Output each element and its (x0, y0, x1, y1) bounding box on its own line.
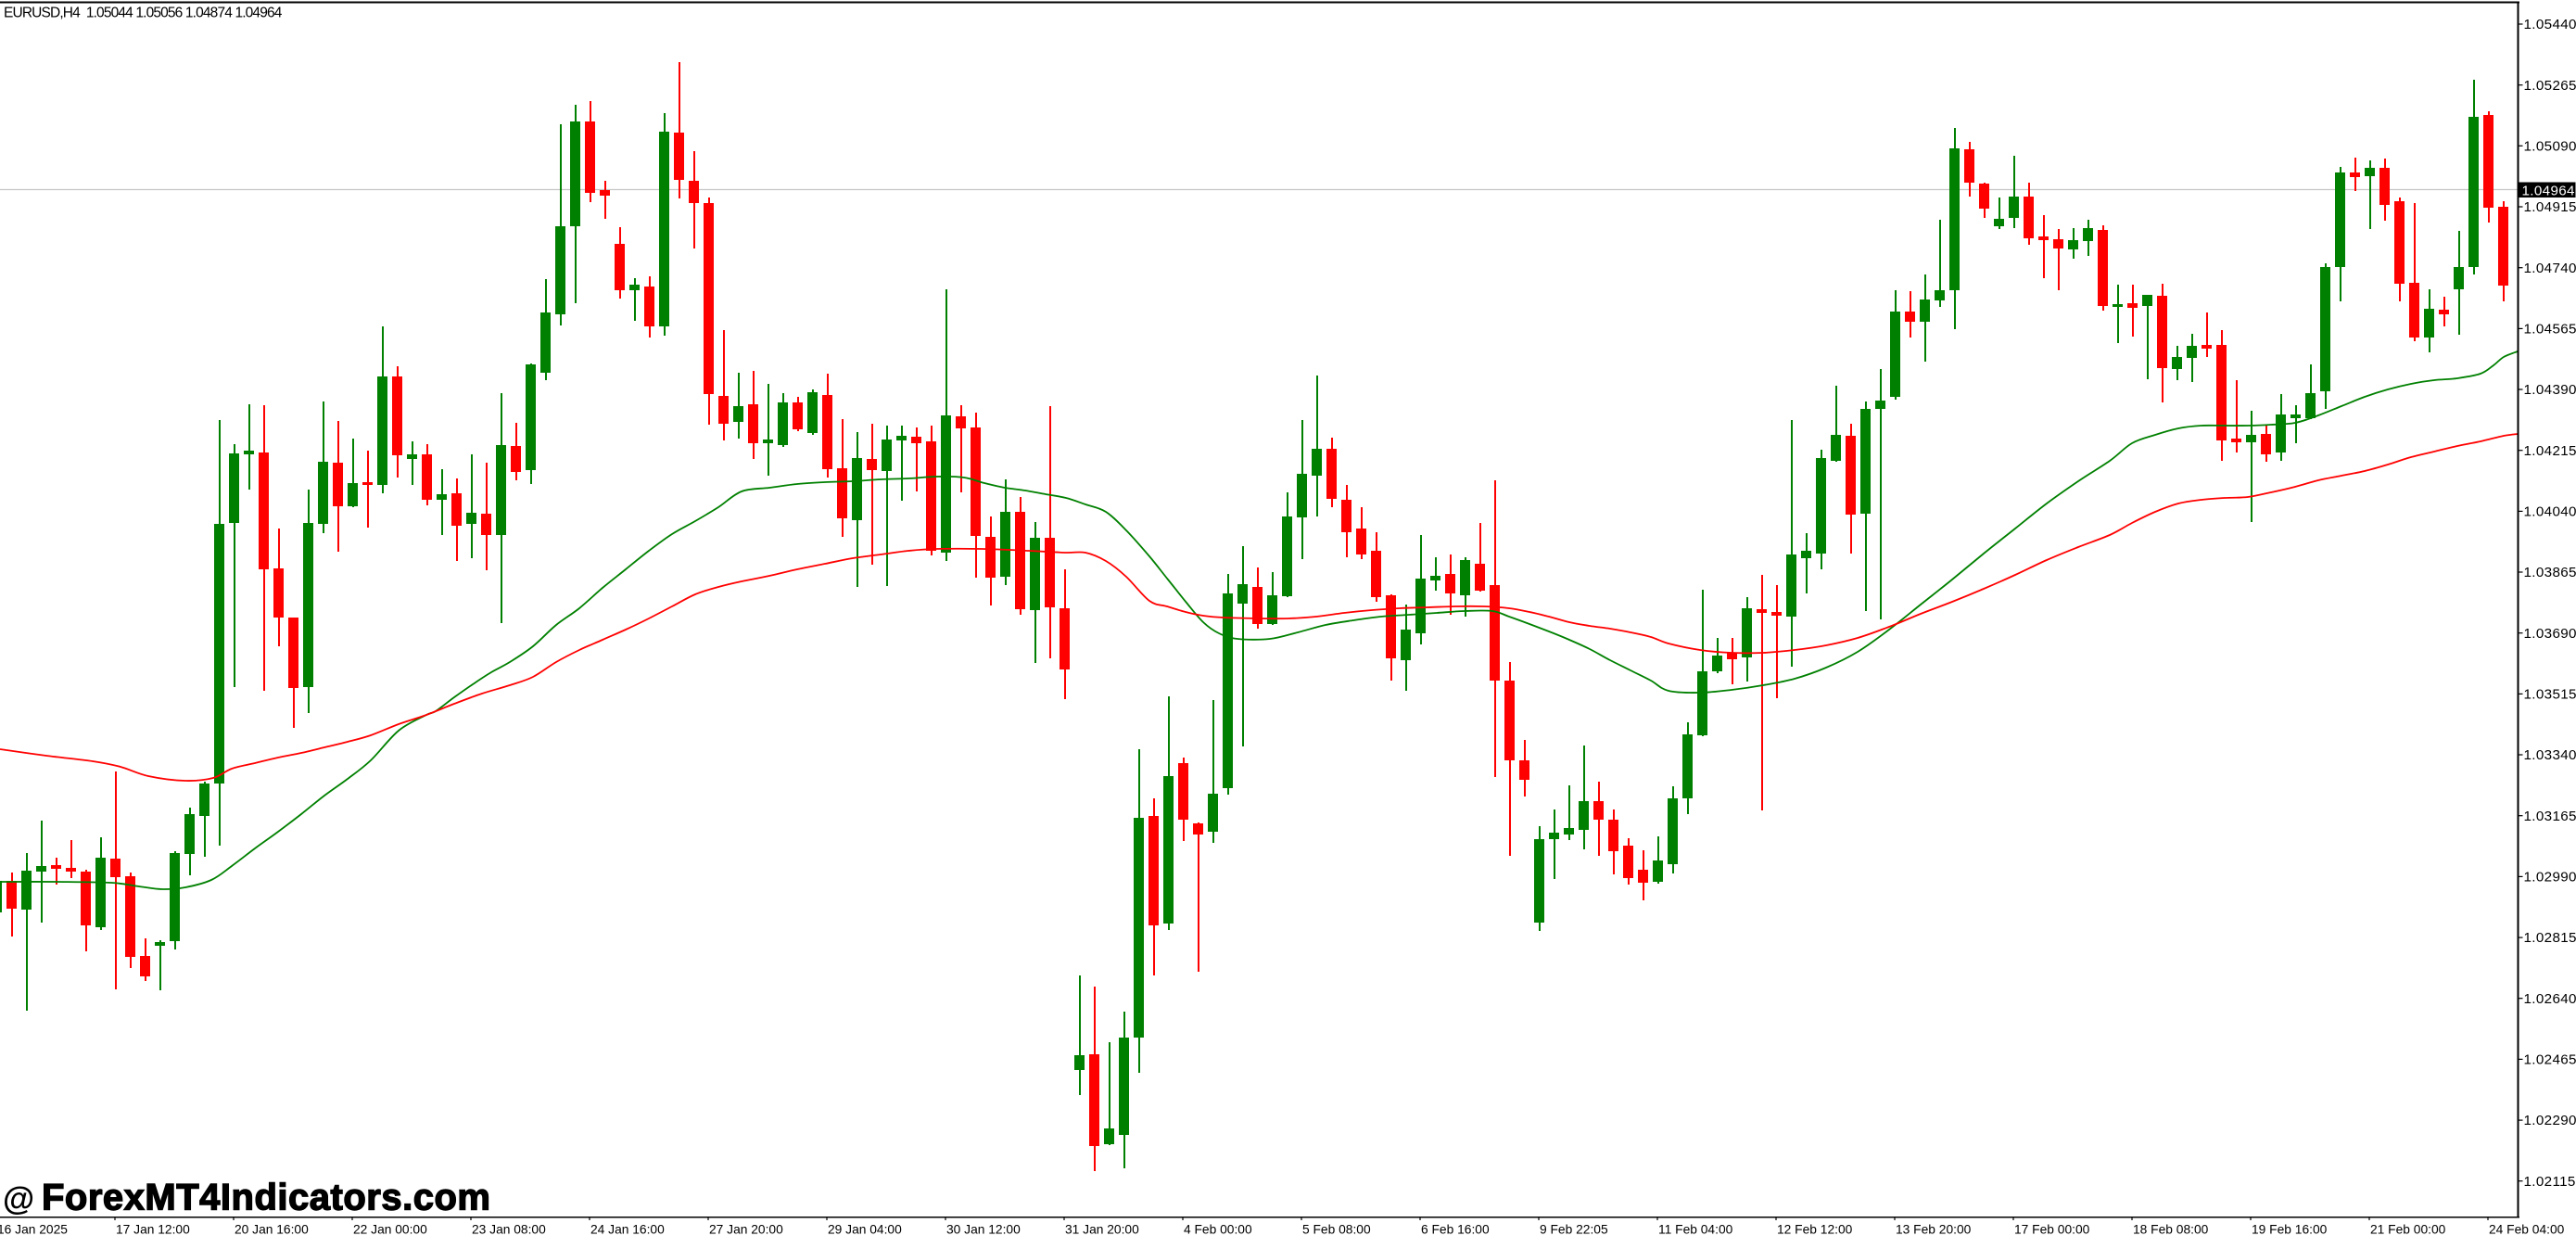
svg-text:1.03165: 1.03165 (2524, 809, 2576, 824)
svg-text:1.02990: 1.02990 (2524, 870, 2576, 886)
svg-text:23 Jan 08:00: 23 Jan 08:00 (472, 1223, 546, 1236)
svg-text:30 Jan 12:00: 30 Jan 12:00 (946, 1223, 1021, 1236)
svg-text:1.03340: 1.03340 (2524, 747, 2576, 763)
svg-text:1.05440: 1.05440 (2524, 17, 2576, 32)
svg-text:16 Jan 2025: 16 Jan 2025 (0, 1223, 68, 1236)
svg-text:4 Feb 00:00: 4 Feb 00:00 (1184, 1223, 1252, 1236)
svg-text:17 Feb 00:00: 17 Feb 00:00 (2014, 1223, 2090, 1236)
svg-text:1.04964: 1.04964 (2522, 183, 2575, 198)
svg-text:12 Feb 12:00: 12 Feb 12:00 (1777, 1223, 1853, 1236)
svg-text:1.03515: 1.03515 (2524, 687, 2576, 703)
svg-text:24 Jan 16:00: 24 Jan 16:00 (590, 1223, 665, 1236)
svg-text:ForexMT4Indicators.com: ForexMT4Indicators.com (42, 1178, 490, 1218)
svg-text:1.03865: 1.03865 (2524, 565, 2576, 580)
svg-text:@: @ (3, 1181, 34, 1217)
svg-text:1.04215: 1.04215 (2524, 443, 2576, 459)
svg-text:1.04915: 1.04915 (2524, 199, 2576, 215)
svg-text:1.03690: 1.03690 (2524, 626, 2576, 642)
svg-text:1.04040: 1.04040 (2524, 504, 2576, 520)
svg-text:1.02115: 1.02115 (2524, 1174, 2576, 1190)
svg-text:18 Feb 08:00: 18 Feb 08:00 (2133, 1223, 2209, 1236)
svg-text:19 Feb 16:00: 19 Feb 16:00 (2252, 1223, 2328, 1236)
svg-text:17 Jan 12:00: 17 Jan 12:00 (116, 1223, 190, 1236)
svg-text:5 Feb 08:00: 5 Feb 08:00 (1302, 1223, 1371, 1236)
svg-text:29 Jan 04:00: 29 Jan 04:00 (828, 1223, 902, 1236)
svg-text:1.04740: 1.04740 (2524, 261, 2576, 276)
svg-text:1.02815: 1.02815 (2524, 930, 2576, 946)
svg-text:1.05090: 1.05090 (2524, 138, 2576, 154)
svg-text:1.02465: 1.02465 (2524, 1052, 2576, 1068)
svg-text:11 Feb 04:00: 11 Feb 04:00 (1658, 1223, 1733, 1236)
svg-text:6 Feb 16:00: 6 Feb 16:00 (1421, 1223, 1490, 1236)
svg-text:31 Jan 20:00: 31 Jan 20:00 (1065, 1223, 1139, 1236)
svg-text:1.04565: 1.04565 (2524, 322, 2576, 338)
svg-text:9 Feb 22:05: 9 Feb 22:05 (1540, 1223, 1608, 1236)
svg-text:1.02290: 1.02290 (2524, 1113, 2576, 1128)
svg-text:24 Feb 04:00: 24 Feb 04:00 (2489, 1223, 2565, 1236)
svg-text:1.02640: 1.02640 (2524, 991, 2576, 1007)
svg-text:22 Jan 00:00: 22 Jan 00:00 (353, 1223, 427, 1236)
svg-text:1.05265: 1.05265 (2524, 78, 2576, 94)
svg-text:13 Feb 20:00: 13 Feb 20:00 (1896, 1223, 1972, 1236)
svg-text:27 Jan 20:00: 27 Jan 20:00 (709, 1223, 783, 1236)
svg-text:1.04390: 1.04390 (2524, 382, 2576, 398)
svg-text:EURUSD,H4 1.05044 1.05056 1.0: EURUSD,H4 1.05044 1.05056 1.04874 1.0496… (4, 6, 283, 21)
svg-text:20 Jan 16:00: 20 Jan 16:00 (235, 1223, 309, 1236)
svg-text:21 Feb 00:00: 21 Feb 00:00 (2370, 1223, 2446, 1236)
